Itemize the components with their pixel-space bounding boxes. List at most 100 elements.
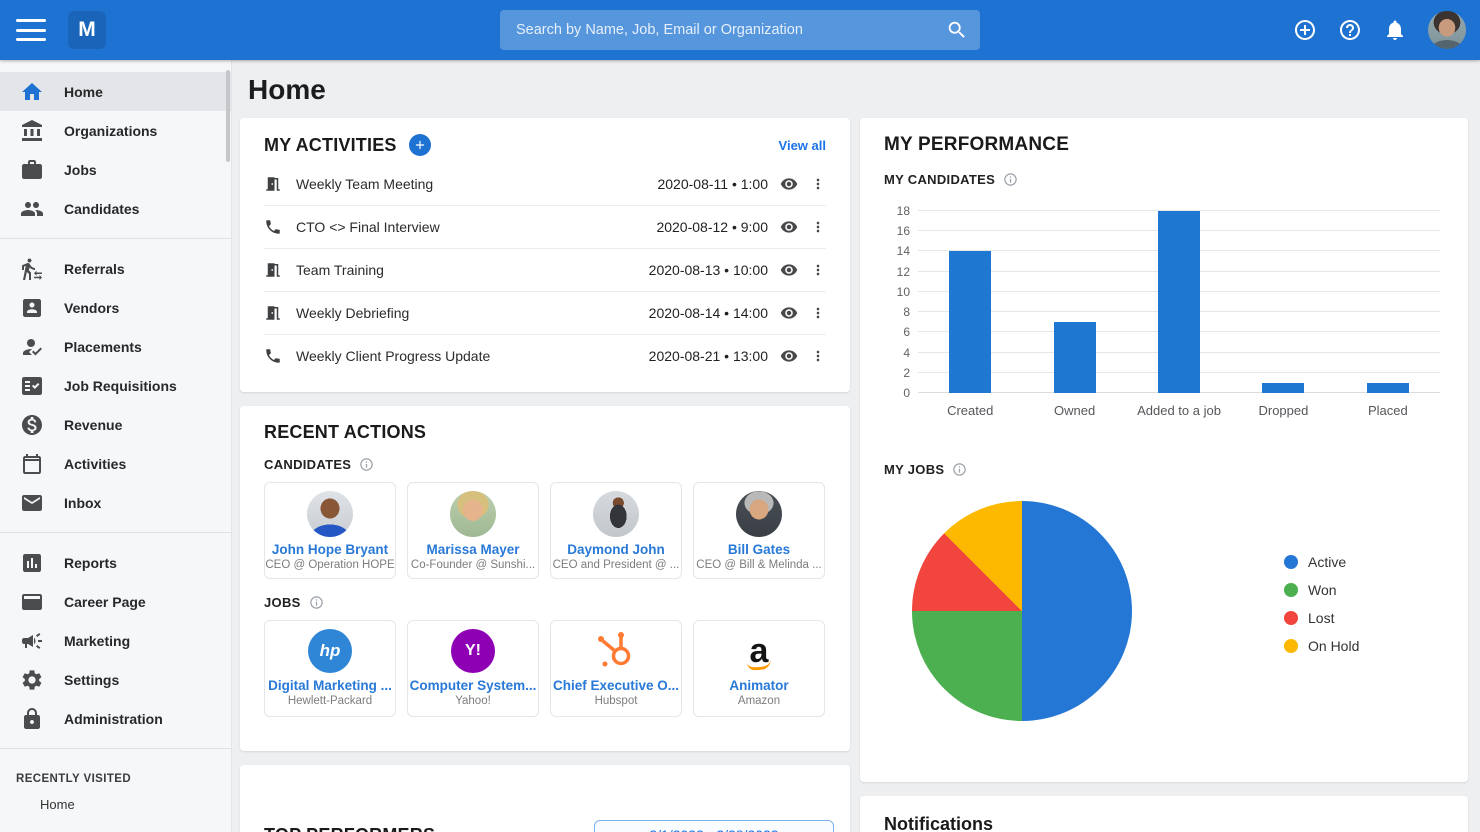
sidebar-item-jobs[interactable]: Jobs xyxy=(0,150,231,189)
activity-row[interactable]: Team Training 2020-08-13 • 10:00 xyxy=(264,248,826,291)
my-activities-card: MY ACTIVITIES View all Weekly Team Meeti… xyxy=(240,118,850,392)
organizations-icon xyxy=(20,119,44,143)
sidebar-scrollbar[interactable] xyxy=(226,70,230,162)
candidate-name-link[interactable]: John Hope Bryant xyxy=(271,542,389,557)
sidebar-item-vendors[interactable]: Vendors xyxy=(0,288,231,327)
bar-created xyxy=(949,251,992,393)
user-avatar[interactable] xyxy=(1428,11,1466,49)
sidebar-item-label: Marketing xyxy=(64,632,131,649)
search-icon[interactable] xyxy=(946,19,968,41)
job-card-digital-marketing[interactable]: hp Digital Marketing ... Hewlett-Packard xyxy=(264,620,396,717)
sidebar-item-settings[interactable]: Settings xyxy=(0,660,231,699)
legend-label: On Hold xyxy=(1308,638,1360,654)
eye-icon[interactable] xyxy=(780,175,798,193)
bar-placed xyxy=(1366,382,1409,393)
sidebar-item-reports[interactable]: Reports xyxy=(0,543,231,582)
sidebar-item-label: Placements xyxy=(64,338,142,355)
info-icon[interactable] xyxy=(952,462,967,477)
notifications-bell-icon[interactable] xyxy=(1383,18,1407,42)
sidebar-item-referrals[interactable]: Referrals xyxy=(0,249,231,288)
job-title-link[interactable]: Digital Marketing ... xyxy=(268,678,392,693)
info-icon[interactable] xyxy=(309,595,324,610)
sidebar-item-administration[interactable]: Administration xyxy=(0,699,231,738)
eye-icon[interactable] xyxy=(780,347,798,365)
job-title-link[interactable]: Computer System... xyxy=(409,678,537,693)
sidebar-item-revenue[interactable]: Revenue xyxy=(0,405,231,444)
candidate-card-john-hope-bryant[interactable]: John Hope Bryant CEO @ Operation HOPE xyxy=(264,482,396,579)
y-axis-tick-label: 4 xyxy=(903,345,910,360)
sidebar-item-placements[interactable]: Placements xyxy=(0,327,231,366)
sidebar-item-label: Inbox xyxy=(64,494,102,511)
y-axis-tick-label: 6 xyxy=(903,325,910,340)
job-title-link[interactable]: Chief Executive O... xyxy=(552,678,680,693)
referrals-icon xyxy=(20,257,44,281)
kebab-menu-icon[interactable] xyxy=(810,347,826,365)
activity-row[interactable]: Weekly Team Meeting 2020-08-11 • 1:00 xyxy=(264,162,826,205)
sidebar-item-organizations[interactable]: Organizations xyxy=(0,111,231,150)
job-title-link[interactable]: Animator xyxy=(729,678,789,693)
recently-visited-home[interactable]: Home xyxy=(40,796,75,812)
legend-item-on-hold: On Hold xyxy=(1284,638,1359,654)
candidate-name-link[interactable]: Daymond John xyxy=(567,542,665,557)
job-company: Amazon xyxy=(737,695,781,707)
info-icon[interactable] xyxy=(359,457,374,472)
kebab-menu-icon[interactable] xyxy=(810,304,826,322)
sidebar-item-label: Activities xyxy=(64,455,127,472)
sidebar-item-candidates[interactable]: Candidates xyxy=(0,189,231,228)
info-icon[interactable] xyxy=(1003,172,1018,187)
kebab-menu-icon[interactable] xyxy=(810,261,826,279)
job-card-animator[interactable]: a Animator Amazon xyxy=(693,620,825,717)
megaphone-icon xyxy=(20,629,44,653)
eye-icon[interactable] xyxy=(780,304,798,322)
activity-row[interactable]: CTO <> Final Interview 2020-08-12 • 9:00 xyxy=(264,205,826,248)
sidebar-item-home[interactable]: Home xyxy=(0,72,231,111)
job-card-chief-executive-o[interactable]: Chief Executive O... Hubspot xyxy=(550,620,682,717)
candidate-avatar xyxy=(593,491,639,537)
y-axis-tick-label: 12 xyxy=(896,264,910,279)
candidate-card-daymond-john[interactable]: Daymond John CEO and President @ ... xyxy=(550,482,682,579)
sidebar-item-label: Vendors xyxy=(64,299,120,316)
candidate-avatar xyxy=(450,491,496,537)
kebab-menu-icon[interactable] xyxy=(810,218,826,236)
eye-icon[interactable] xyxy=(780,261,798,279)
activity-row[interactable]: Weekly Client Progress Update 2020-08-21 … xyxy=(264,334,826,377)
activity-datetime: 2020-08-12 • 9:00 xyxy=(656,219,768,235)
recent-actions-title: RECENT ACTIONS xyxy=(264,422,427,442)
notifications-card: Notifications xyxy=(860,796,1468,832)
y-axis-tick-label: 16 xyxy=(896,224,910,239)
pie-graphic xyxy=(912,501,1132,721)
activity-row[interactable]: Weekly Debriefing 2020-08-14 • 14:00 xyxy=(264,291,826,334)
sidebar-item-marketing[interactable]: Marketing xyxy=(0,621,231,660)
candidate-card-marissa-mayer[interactable]: Marissa Mayer Co-Founder @ Sunshi... xyxy=(407,482,539,579)
meeting-room-icon xyxy=(264,304,282,322)
candidate-subtitle: CEO @ Bill & Melinda ... xyxy=(696,559,822,571)
eye-icon[interactable] xyxy=(780,218,798,236)
bar-added-to-a-job xyxy=(1158,211,1201,393)
y-axis-tick-label: 14 xyxy=(896,244,910,259)
kebab-menu-icon[interactable] xyxy=(810,175,826,193)
x-axis-category-label: Dropped xyxy=(1258,403,1309,418)
activity-datetime: 2020-08-21 • 13:00 xyxy=(648,348,768,364)
candidate-name-link[interactable]: Bill Gates xyxy=(727,542,791,557)
add-circle-icon[interactable] xyxy=(1293,18,1317,42)
sidebar-item-job-requisitions[interactable]: Job Requisitions xyxy=(0,366,231,405)
app-logo[interactable]: M xyxy=(68,11,106,49)
job-card-computer-system[interactable]: Y! Computer System... Yahoo! xyxy=(407,620,539,717)
date-range-picker[interactable]: 2/1/2023 - 2/28/2023 xyxy=(594,819,834,832)
candidate-name-link[interactable]: Marissa Mayer xyxy=(426,542,520,557)
help-icon[interactable] xyxy=(1338,18,1362,42)
people-icon xyxy=(20,197,44,221)
global-search xyxy=(500,10,980,50)
candidate-card-bill-gates[interactable]: Bill Gates CEO @ Bill & Melinda ... xyxy=(693,482,825,579)
sidebar-item-inbox[interactable]: Inbox xyxy=(0,483,231,522)
sidebar-item-activities[interactable]: Activities xyxy=(0,444,231,483)
hamburger-menu-icon[interactable] xyxy=(16,19,46,41)
main-content: Home MY ACTIVITIES View all Weekly Team … xyxy=(232,60,1480,832)
add-activity-button[interactable] xyxy=(408,134,431,156)
divider xyxy=(0,238,231,239)
candidate-avatar xyxy=(736,491,782,537)
view-all-link[interactable]: View all xyxy=(778,137,826,153)
sidebar-item-career-page[interactable]: Career Page xyxy=(0,582,231,621)
search-input[interactable] xyxy=(500,10,980,50)
legend-dot xyxy=(1284,611,1298,625)
